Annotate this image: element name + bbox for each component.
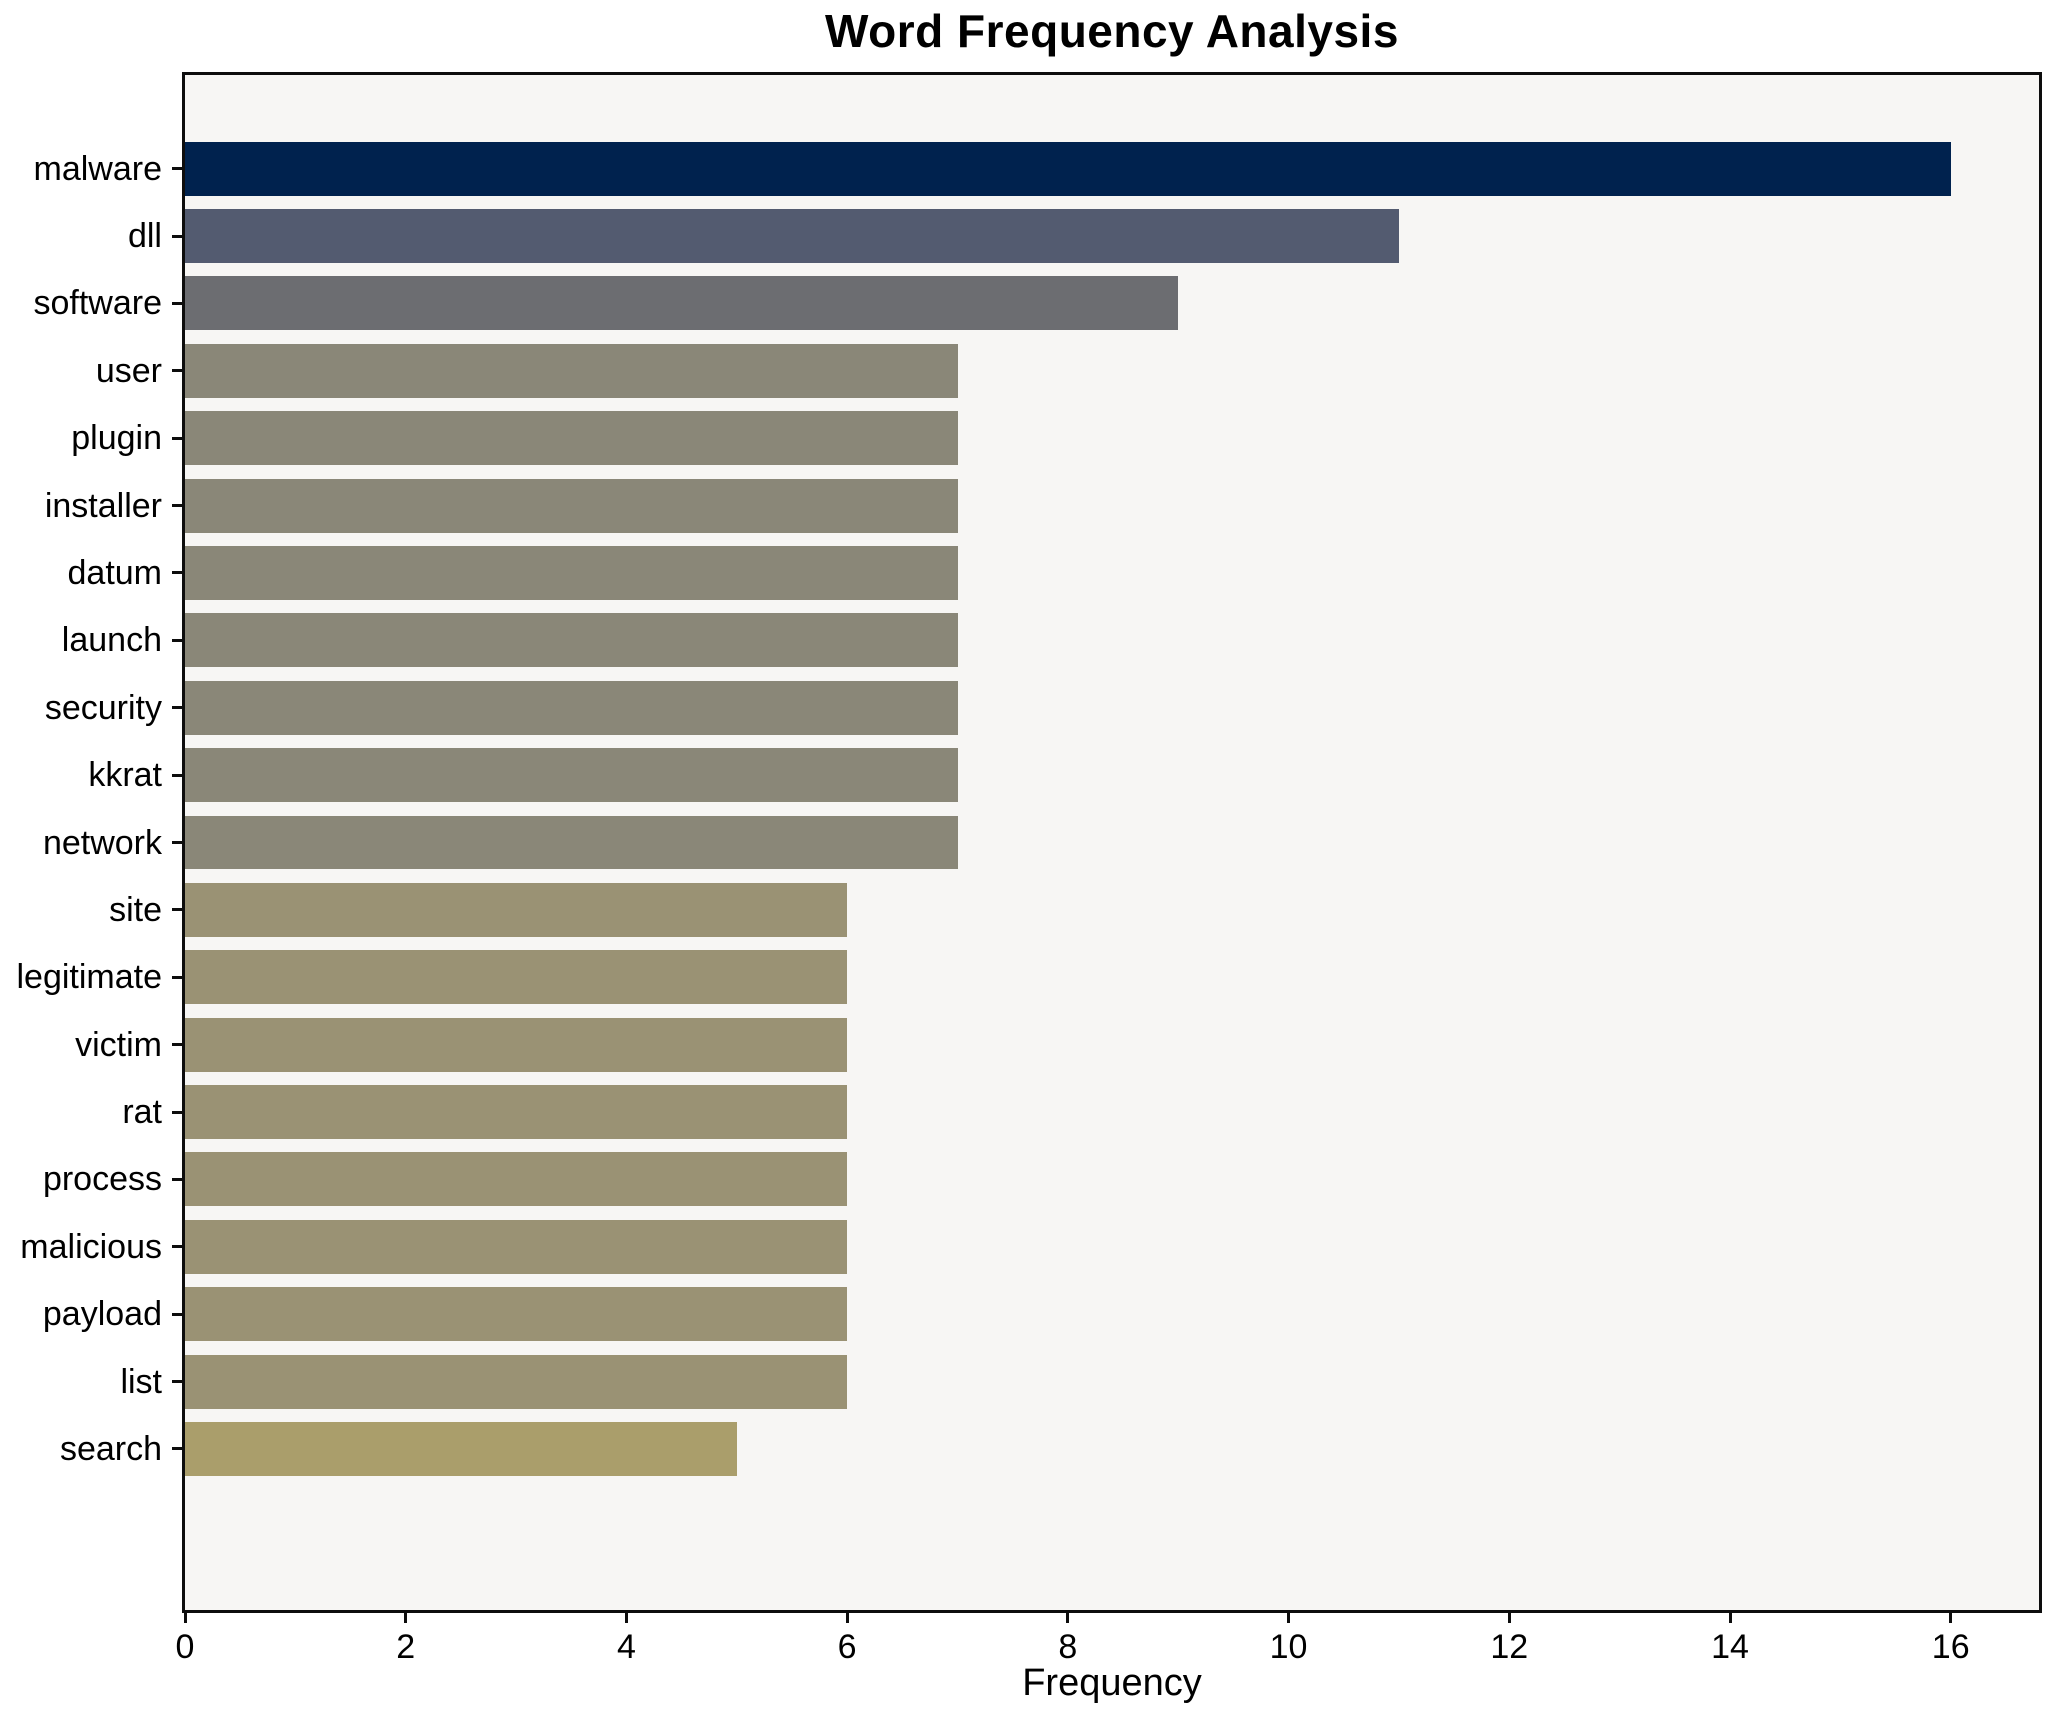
bar-victim — [185, 1017, 848, 1072]
xtick-label-16: 16 — [1931, 1628, 1970, 1666]
bar-site — [185, 882, 848, 937]
ytick-label-legitimate: legitimate — [16, 958, 162, 997]
xtick-label-14: 14 — [1711, 1628, 1749, 1666]
ytick-mark — [172, 841, 182, 844]
bar-legitimate — [185, 950, 848, 1005]
xtick-mark — [183, 1613, 187, 1623]
xtick-label-4: 4 — [616, 1628, 636, 1666]
ytick-label-installer: installer — [44, 486, 162, 525]
ytick-label-list: list — [120, 1362, 162, 1401]
ytick-mark — [172, 908, 182, 912]
bar-user — [185, 343, 958, 398]
xtick-mark — [1287, 1613, 1291, 1623]
plot-area — [182, 72, 2042, 1613]
ytick-mark — [172, 975, 182, 979]
ytick-label-security: security — [44, 688, 162, 727]
bar-malware — [185, 141, 1951, 196]
ytick-label-dll: dll — [127, 217, 162, 256]
bar-malicious — [185, 1219, 848, 1274]
ytick-label-malware: malware — [33, 149, 162, 188]
ytick-mark — [172, 1110, 182, 1114]
xtick-mark — [1949, 1613, 1953, 1623]
ytick-label-plugin: plugin — [71, 419, 162, 458]
bar-network — [185, 815, 958, 870]
ytick-mark — [172, 571, 182, 575]
bar-kkrat — [185, 748, 958, 803]
xtick-mark — [845, 1613, 849, 1623]
ytick-label-malicious: malicious — [20, 1227, 162, 1266]
ytick-mark — [172, 504, 182, 508]
ytick-label-user: user — [95, 351, 162, 390]
ytick-label-network: network — [42, 823, 162, 862]
xtick-mark — [1066, 1613, 1070, 1623]
bar-process — [185, 1152, 848, 1207]
ytick-mark — [172, 369, 182, 373]
xtick-mark — [1728, 1613, 1732, 1623]
bar-list — [185, 1354, 848, 1409]
xtick-label-6: 6 — [837, 1628, 857, 1666]
ytick-mark — [172, 1312, 182, 1316]
bar-payload — [185, 1287, 848, 1342]
bar-rat — [185, 1085, 848, 1139]
ytick-mark — [172, 234, 182, 238]
ytick-mark — [172, 773, 182, 777]
bar-datum — [185, 546, 958, 600]
ytick-mark — [172, 436, 182, 440]
ytick-label-site: site — [109, 890, 162, 929]
ytick-mark — [172, 1447, 182, 1451]
ytick-mark — [172, 301, 182, 305]
ytick-mark — [172, 1043, 182, 1047]
bar-software — [185, 276, 1179, 331]
bar-installer — [185, 478, 958, 533]
bar-security — [185, 680, 958, 735]
xtick-label-0: 0 — [175, 1628, 195, 1666]
xtick-label-10: 10 — [1269, 1628, 1308, 1666]
ytick-mark — [172, 1245, 182, 1249]
ytick-label-victim: victim — [75, 1025, 162, 1064]
ytick-mark — [172, 706, 182, 710]
xtick-mark — [624, 1613, 628, 1623]
ytick-label-kkrat: kkrat — [88, 756, 162, 795]
x-axis-title: Frequency — [1022, 1662, 1202, 1704]
xtick-label-8: 8 — [1058, 1628, 1078, 1666]
xtick-mark — [1507, 1613, 1511, 1623]
bar-search — [185, 1421, 737, 1476]
xtick-label-12: 12 — [1490, 1628, 1529, 1666]
bar-dll — [185, 209, 1399, 263]
ytick-label-datum: datum — [67, 553, 163, 592]
ytick-label-payload: payload — [42, 1295, 162, 1334]
bar-plugin — [185, 411, 958, 466]
ytick-label-search: search — [59, 1429, 162, 1468]
xtick-mark — [404, 1613, 408, 1623]
ytick-label-software: software — [33, 284, 163, 323]
ytick-label-launch: launch — [61, 621, 162, 660]
chart-title: Word Frequency Analysis — [825, 5, 1399, 57]
ytick-mark — [172, 1380, 182, 1384]
xtick-label-2: 2 — [396, 1628, 416, 1666]
bar-launch — [185, 613, 958, 668]
ytick-mark — [172, 167, 182, 171]
ytick-label-rat: rat — [122, 1093, 162, 1132]
ytick-mark — [172, 638, 182, 642]
ytick-label-process: process — [42, 1160, 162, 1199]
ytick-mark — [172, 1177, 182, 1181]
